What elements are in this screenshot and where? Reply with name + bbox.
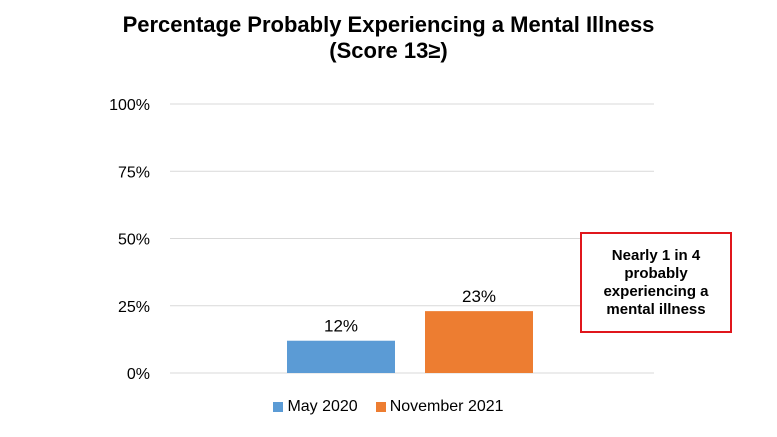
data-label: 23% [462, 287, 496, 306]
y-tick-label: 50% [118, 232, 150, 249]
y-tick-label: 100% [109, 97, 150, 114]
legend-swatch [375, 402, 386, 412]
chart-title-block: Percentage Probably Experiencing a Menta… [0, 12, 777, 64]
bar-november-2021 [425, 311, 533, 373]
chart-subtitle: (Score 13≥) [329, 38, 448, 63]
legend-label: May 2020 [287, 398, 358, 415]
bar-may-2020 [287, 340, 395, 373]
bars [287, 311, 533, 373]
callout-box: Nearly 1 in 4 probably experiencing a me… [580, 232, 732, 333]
gridlines [170, 103, 654, 374]
callout-text: Nearly 1 in 4 probably experiencing a me… [603, 246, 709, 318]
legend: May 2020 November 2021 [0, 398, 777, 416]
y-axis-ticks: 0% 25% 50% 75% 100% [109, 97, 150, 383]
legend-item: May 2020 [273, 398, 358, 416]
legend-item: November 2021 [375, 398, 504, 416]
y-tick-label: 0% [127, 366, 150, 383]
y-tick-label: 25% [118, 299, 150, 316]
y-tick-label: 75% [118, 164, 150, 181]
data-labels: 12% 23% [324, 287, 496, 336]
chart-title: Percentage Probably Experiencing a Menta… [122, 12, 655, 37]
data-label: 12% [324, 317, 358, 336]
legend-label: November 2021 [389, 398, 504, 415]
legend-swatch [273, 402, 284, 412]
